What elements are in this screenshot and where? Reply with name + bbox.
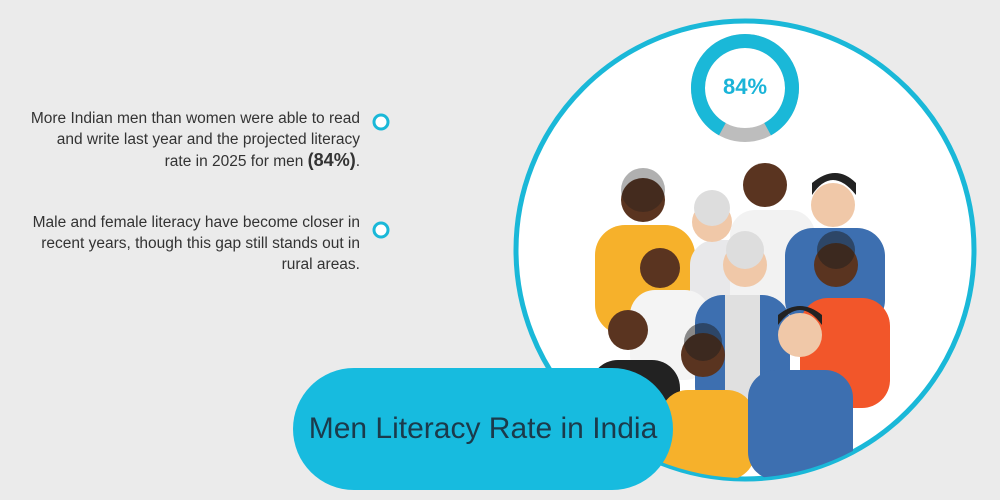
note: Male and female literacy have become clo…: [30, 212, 360, 275]
note-text: Male and female literacy have become clo…: [32, 214, 360, 273]
bullet: [372, 221, 390, 239]
note-end: .: [355, 153, 360, 170]
donut: 84%: [691, 34, 799, 142]
title-pill: [293, 368, 673, 490]
title: Men Literacy Rate in India: [308, 412, 658, 445]
note: More Indian men than women were able to …: [30, 108, 360, 172]
donut-arc: [691, 34, 799, 136]
bullet: [372, 113, 390, 131]
note-text: More Indian men than women were able to …: [30, 110, 360, 170]
note-highlight: (84%): [307, 150, 356, 170]
donut-label: 84%: [723, 74, 767, 99]
